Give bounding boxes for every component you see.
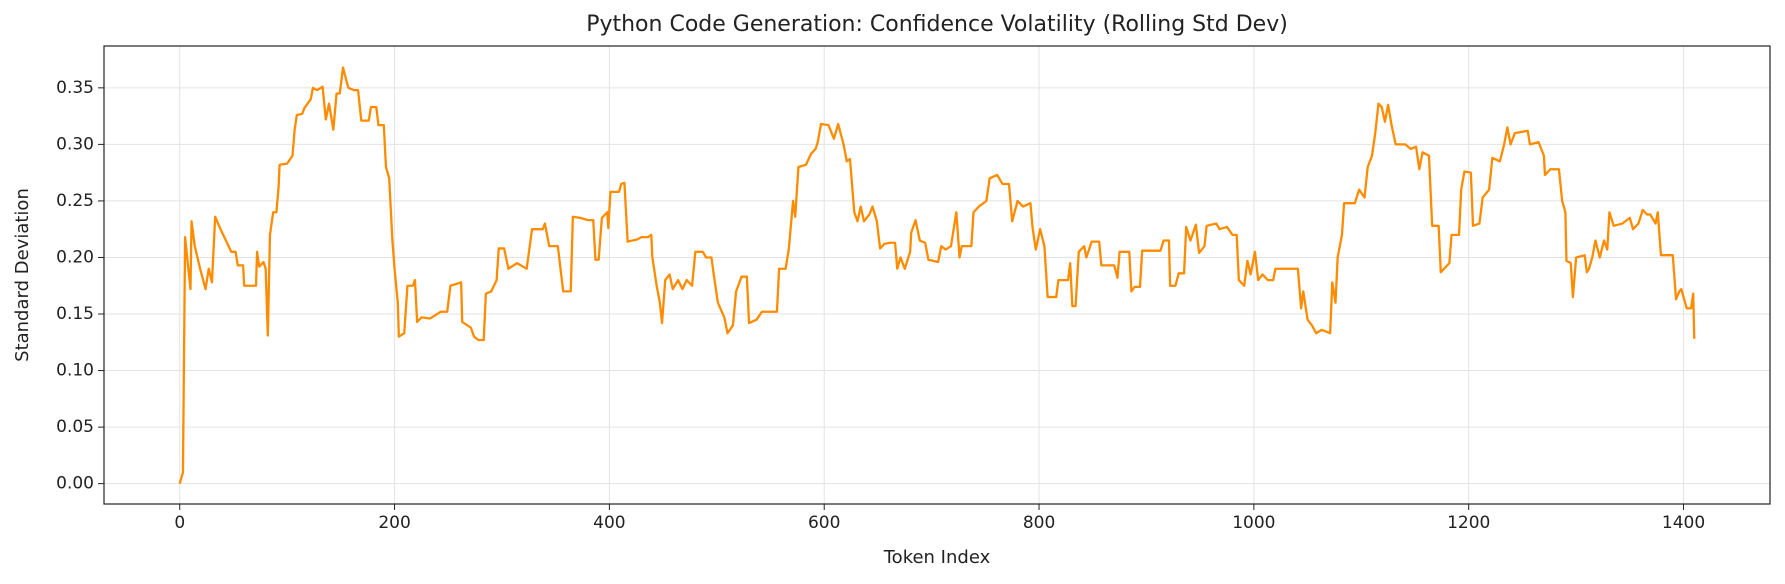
y-tick-label: 0.25 [56, 191, 94, 211]
y-tick-label: 0.05 [56, 417, 94, 437]
x-tick-label: 0 [174, 513, 185, 533]
plot-frame [103, 45, 1771, 505]
x-tick-label: 1400 [1662, 513, 1705, 533]
y-tick-label: 0.30 [56, 134, 94, 154]
x-tick-label: 200 [378, 513, 410, 533]
y-tick-label: 0.20 [56, 247, 94, 267]
x-tick-label: 1200 [1447, 513, 1490, 533]
data-line [178, 66, 1696, 484]
y-tick-label: 0.15 [56, 304, 94, 324]
y-tick-label: 0.00 [56, 474, 94, 494]
x-tick-label: 400 [593, 513, 625, 533]
y-axis-label: Standard Deviation [12, 188, 33, 362]
x-tick-label: 800 [1023, 513, 1055, 533]
x-axis-label: Token Index [883, 547, 991, 568]
y-tick-label: 0.10 [56, 361, 94, 381]
x-tick-label: 600 [808, 513, 840, 533]
y-tick-label: 0.35 [56, 78, 94, 98]
chart-title: Python Code Generation: Confidence Volat… [586, 12, 1288, 37]
x-tick-label: 1000 [1232, 513, 1275, 533]
